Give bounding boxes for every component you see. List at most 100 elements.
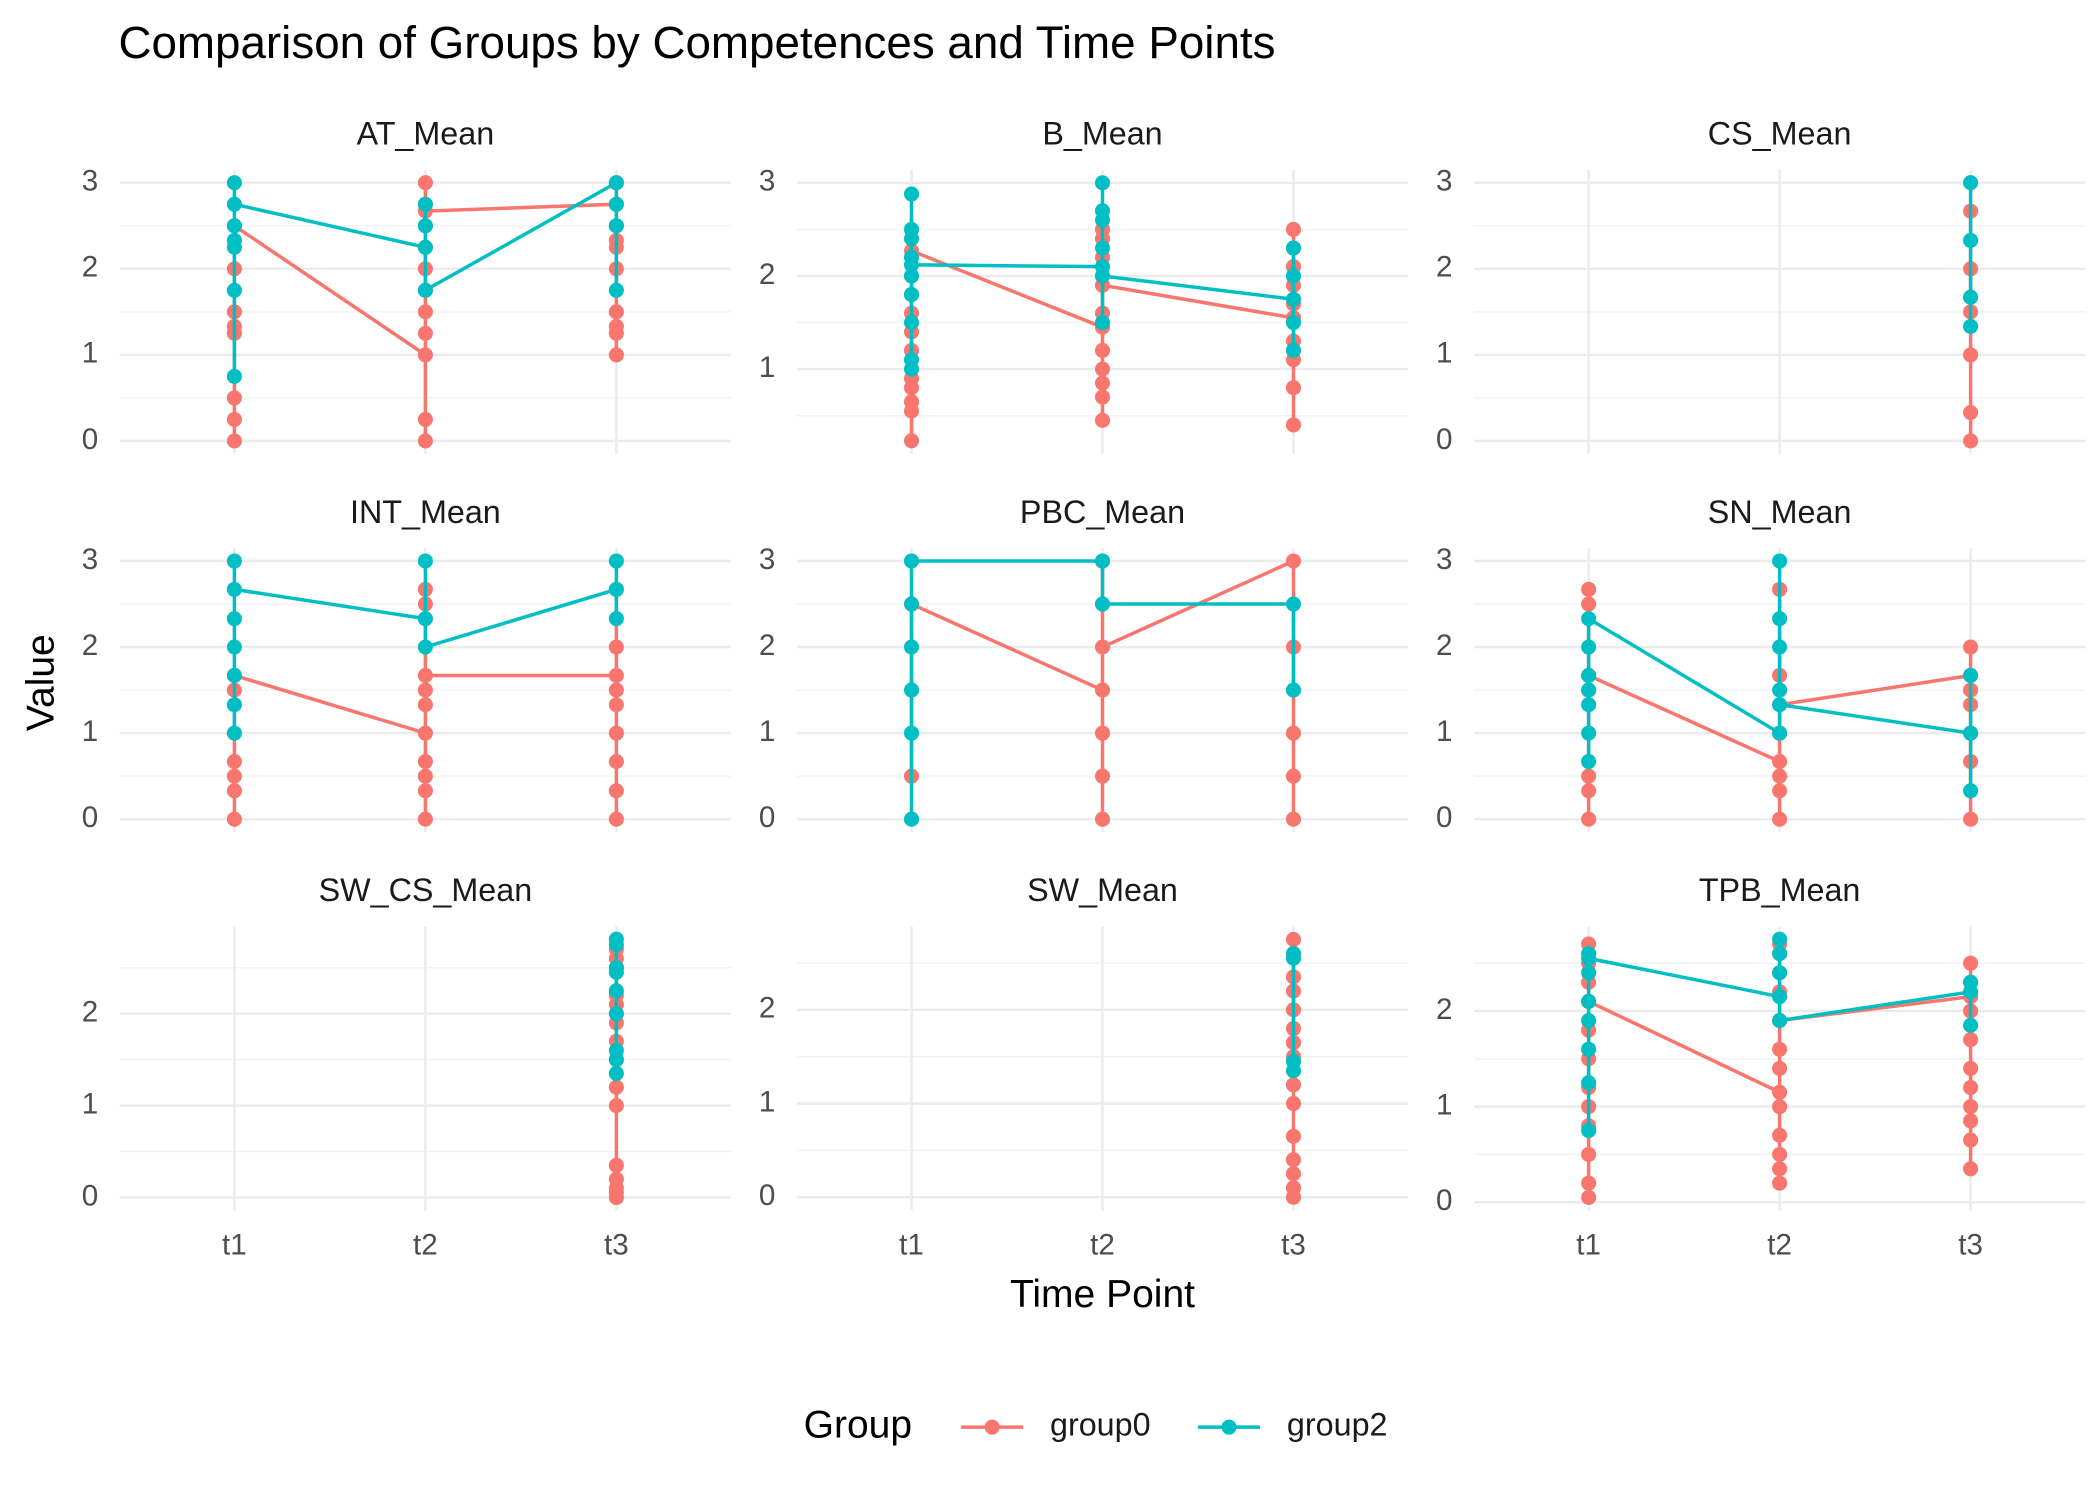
point: [417, 175, 433, 191]
x-tick-label: t2: [1767, 1229, 1792, 1262]
point: [1963, 1161, 1979, 1177]
x-tick-label: t3: [604, 1229, 629, 1262]
point: [608, 811, 624, 827]
point: [1772, 1099, 1788, 1115]
point: [226, 411, 242, 427]
point: [417, 196, 433, 212]
point: [1581, 965, 1597, 981]
y-tick-label: 1: [759, 351, 775, 384]
point: [608, 931, 624, 947]
y-tick-label: 2: [1436, 251, 1452, 284]
x-tick-label: t3: [1281, 1229, 1306, 1262]
point: [1094, 811, 1111, 827]
point: [1581, 1075, 1597, 1091]
point: [226, 768, 242, 784]
point: [1094, 725, 1111, 741]
point: [1772, 1127, 1788, 1143]
y-tick-label: 2: [759, 629, 775, 662]
point: [1581, 1013, 1597, 1029]
point: [1963, 318, 1979, 334]
point: [903, 186, 920, 202]
y-tick-label: 1: [82, 1087, 98, 1120]
point: [1581, 581, 1597, 597]
y-tick-label: 1: [82, 715, 98, 748]
panel-title: TPB_Mean: [1699, 872, 1861, 908]
point: [1772, 725, 1788, 741]
point: [1285, 1128, 1302, 1144]
point: [1963, 1113, 1979, 1129]
x-axis-title: Time Point: [1010, 1273, 1195, 1316]
point: [1581, 1175, 1597, 1191]
point: [1963, 1099, 1979, 1115]
point: [903, 811, 920, 827]
point: [1581, 768, 1597, 784]
point: [1285, 945, 1302, 962]
point: [1094, 268, 1111, 284]
point: [1963, 1017, 1979, 1033]
x-tick-label: t1: [222, 1229, 247, 1262]
point: [1581, 993, 1597, 1009]
point: [1772, 811, 1788, 827]
point: [1963, 232, 1979, 248]
point: [608, 1157, 624, 1173]
point: [1963, 667, 1979, 684]
point: [1285, 342, 1302, 359]
point: [1094, 682, 1111, 698]
point: [1285, 931, 1302, 948]
point: [1772, 1175, 1788, 1191]
y-tick-label: 3: [82, 543, 98, 576]
point: [608, 1006, 624, 1022]
point: [417, 304, 433, 320]
y-tick-label: 1: [1436, 337, 1452, 370]
point: [1772, 783, 1788, 799]
point: [903, 287, 920, 303]
y-tick-label: 0: [1436, 801, 1452, 834]
point: [226, 553, 242, 569]
point: [1094, 389, 1111, 405]
point: [608, 304, 624, 320]
point: [1581, 1041, 1597, 1057]
panel-title: B_Mean: [1042, 116, 1162, 152]
point: [903, 639, 920, 655]
point: [608, 1171, 624, 1187]
point: [1963, 433, 1979, 449]
point: [608, 682, 624, 698]
point: [417, 239, 433, 255]
point: [1963, 974, 1979, 990]
point: [1772, 989, 1788, 1005]
point: [1772, 553, 1788, 569]
point: [1285, 682, 1302, 698]
point: [1963, 811, 1979, 827]
point: [1285, 596, 1302, 612]
point: [903, 268, 920, 284]
point: [608, 783, 624, 799]
point: [417, 411, 433, 427]
panel-title: AT_Mean: [357, 116, 495, 152]
legend-key-point: [984, 1419, 1000, 1435]
point: [903, 553, 920, 569]
point: [226, 753, 242, 770]
point: [903, 433, 920, 449]
point: [608, 725, 624, 741]
panel-title: SW_Mean: [1027, 872, 1178, 908]
series-line: [1586, 939, 1973, 1131]
point: [226, 811, 242, 827]
point: [1094, 175, 1111, 191]
point: [1285, 1077, 1302, 1093]
point: [417, 811, 433, 827]
point: [1094, 361, 1111, 377]
point: [1285, 417, 1302, 433]
point: [1581, 596, 1597, 612]
point: [226, 390, 242, 406]
legend-key-point: [1221, 1419, 1237, 1435]
point: [1285, 725, 1302, 741]
point: [1772, 768, 1788, 784]
point: [903, 596, 920, 612]
y-tick-label: 2: [759, 258, 775, 291]
y-tick-label: 3: [759, 543, 775, 576]
point: [1963, 783, 1979, 799]
point: [226, 725, 242, 741]
point: [417, 325, 433, 341]
point: [608, 611, 624, 627]
